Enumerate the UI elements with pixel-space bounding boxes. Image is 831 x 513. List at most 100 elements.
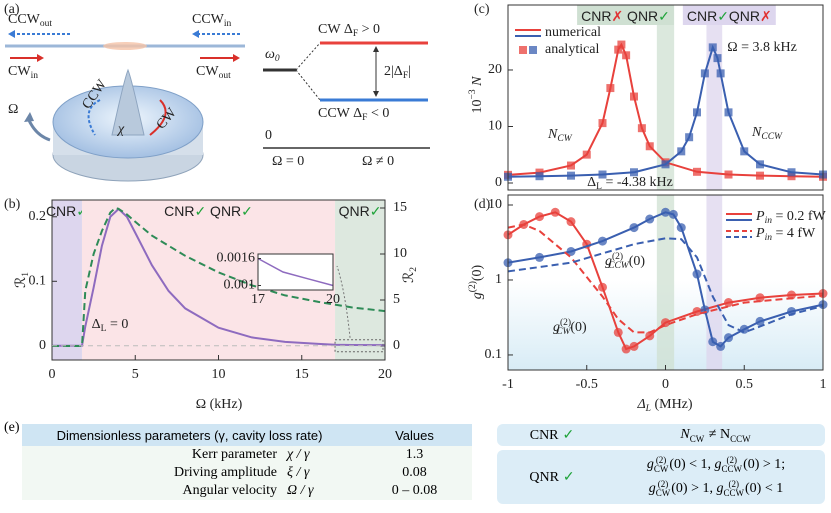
table-row: Angular velocity Ω / γ 0 – 0.08 xyxy=(22,482,472,500)
y2-tick-label: 15 xyxy=(393,200,407,215)
text-part: CW xyxy=(8,64,31,79)
condition-box: CNR ✓ N CW ≠ N CCW QNR ✓ g (2) CW (0) < 1, g (2) CCW… xyxy=(497,424,825,508)
legend-marker xyxy=(519,46,527,54)
formula-part: (0) < 1, xyxy=(669,457,715,472)
formula-part: g xyxy=(716,481,724,496)
text-part: (0) xyxy=(629,254,646,269)
subscript: in xyxy=(31,71,39,81)
condition-formula: N CW ≠ N CCW xyxy=(607,423,825,447)
y-tick-label: 20 xyxy=(488,62,502,77)
text-part: 2|Δ xyxy=(384,64,403,79)
marker xyxy=(630,168,638,177)
text-part: g xyxy=(553,320,560,335)
marker xyxy=(550,207,560,217)
formula-part: ≠ N xyxy=(705,427,731,442)
legend-label: numerical xyxy=(545,25,601,40)
text-part: CCW xyxy=(318,106,353,121)
marker xyxy=(535,252,544,262)
marker xyxy=(567,161,575,170)
y2-tick-label: 0 xyxy=(393,338,400,353)
subscript: out xyxy=(219,71,232,81)
text-part: Ω xyxy=(8,102,18,117)
formula-line: N CW ≠ N CCW xyxy=(607,423,825,447)
y2-axis-label: ℛ2 xyxy=(402,267,419,283)
subscript: CCW xyxy=(761,132,783,142)
annotation: ΔL = -4.38 kHz xyxy=(587,175,673,192)
marker xyxy=(598,170,607,179)
text-part: ℛ xyxy=(14,277,29,288)
panel-label: (e) xyxy=(4,420,20,435)
x-axis-label: Ω (kHz) xyxy=(196,397,243,412)
text-part: ω xyxy=(265,47,275,62)
marker xyxy=(621,344,631,354)
formula-line: g (2) CW (0) < 1, g (2) CCW (0) > 1; xyxy=(607,453,825,477)
text-part: 0 xyxy=(265,128,272,143)
header-cell: Values xyxy=(395,427,434,443)
marker xyxy=(700,69,709,78)
parameter-name: Angular velocity xyxy=(182,483,277,498)
parameter-value: 1.3 xyxy=(405,447,424,462)
inset-x-tick-label: 17 xyxy=(251,292,265,307)
plot-frame xyxy=(507,194,824,371)
legend-label: Pin = 0.2 fW xyxy=(755,209,827,226)
subscript: in xyxy=(224,19,232,29)
parameter-value: 0.08 xyxy=(402,465,427,480)
marker xyxy=(535,212,544,222)
subscript: CW xyxy=(556,327,571,337)
subscript: F xyxy=(403,71,408,81)
superscript: (2) xyxy=(560,317,571,328)
series-label: g(2) CW(0) xyxy=(553,317,587,337)
text-part: CNR xyxy=(164,203,194,219)
text-part: CCW xyxy=(8,12,41,27)
marker xyxy=(645,331,655,341)
parameter-symbol: χ / γ xyxy=(287,447,310,462)
text-part: Ω (kHz) xyxy=(196,397,243,412)
subscript: CW xyxy=(557,134,572,144)
inset-y-tick-label: 0.001 xyxy=(224,278,256,293)
text-part: Ω = 3.8 kHz xyxy=(727,40,797,55)
superscript: (2) xyxy=(655,454,667,465)
subscript: L xyxy=(645,404,651,414)
text-part: = -4.38 kHz xyxy=(602,175,673,190)
formula-part: (0) > 1; xyxy=(743,457,786,472)
text-part: N xyxy=(547,127,558,142)
x-tick-label: 1 xyxy=(820,377,827,392)
subscript: CW xyxy=(655,487,671,498)
marker xyxy=(677,147,686,156)
diagram-shapes xyxy=(5,30,430,182)
script-stack: (2) CCW xyxy=(723,479,744,498)
x-tick-label: 0 xyxy=(662,377,669,392)
header-cell: Dimensionless parameters (γ, cavity loss… xyxy=(56,427,323,443)
text-part: < 0 xyxy=(367,106,389,121)
marker xyxy=(708,43,717,52)
marker xyxy=(740,147,749,156)
text-part: ✓ xyxy=(194,203,206,219)
subscript: CCW xyxy=(608,261,630,271)
text-part: Ω ≠ 0 xyxy=(362,154,394,169)
marker xyxy=(535,172,544,181)
diagram-label: CCW ΔF < 0 xyxy=(318,106,389,123)
diagram-label: CCWin xyxy=(192,12,232,29)
y-tick-label: 10 xyxy=(488,197,502,212)
y-axis-label: ℛ1 xyxy=(14,272,31,288)
text-part: ✗ xyxy=(611,8,623,24)
legend-label: Pin = 4 fW xyxy=(755,226,816,243)
subscript: F xyxy=(362,113,367,123)
y-tick-label: 0.2 xyxy=(29,209,47,224)
panel-label: (b) xyxy=(4,197,21,212)
text-part: = 0.2 fW xyxy=(772,209,827,224)
region-header xyxy=(682,5,776,25)
plot-frame xyxy=(507,4,824,191)
text-part: QNR xyxy=(206,203,241,219)
formula-part: g xyxy=(714,457,722,472)
diagram-label: 0 xyxy=(265,128,272,143)
marker xyxy=(566,217,576,227)
text-part: N xyxy=(751,125,762,140)
plot-frame xyxy=(51,199,386,361)
marker xyxy=(598,236,607,246)
annotation: Ω = 3.8 kHz xyxy=(727,40,797,55)
marker xyxy=(739,324,749,334)
x-tick-label: 0 xyxy=(49,367,56,382)
y-tick-label: 0 xyxy=(39,338,46,353)
